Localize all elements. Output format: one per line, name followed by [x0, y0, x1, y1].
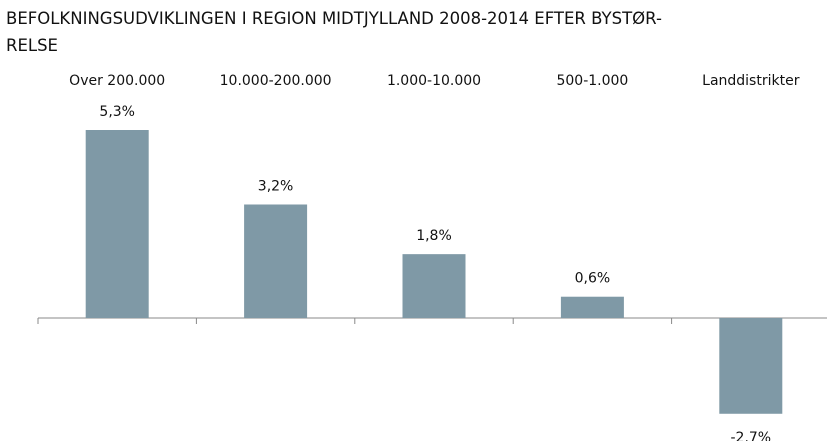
data-label: 3,2% — [258, 178, 294, 194]
bar — [560, 296, 624, 318]
bar — [402, 254, 466, 318]
chart-title: RELSE — [6, 36, 58, 55]
data-label: 1,8% — [416, 228, 452, 244]
data-label: 5,3% — [99, 104, 135, 120]
category-label: 500-1.000 — [556, 73, 628, 89]
data-label: -2.7% — [730, 430, 771, 441]
bar — [244, 204, 308, 318]
category-label: Landdistrikter — [702, 73, 800, 89]
bar — [85, 130, 149, 318]
category-label: Over 200.000 — [69, 73, 165, 89]
category-label: 10.000-200.000 — [220, 73, 332, 89]
data-label: 0,6% — [575, 271, 611, 287]
category-label: 1.000-10.000 — [387, 73, 481, 89]
chart-title: BEFOLKNINGSUDVIKLINGEN I REGION MIDTJYLL… — [6, 9, 662, 28]
bar — [719, 318, 783, 414]
